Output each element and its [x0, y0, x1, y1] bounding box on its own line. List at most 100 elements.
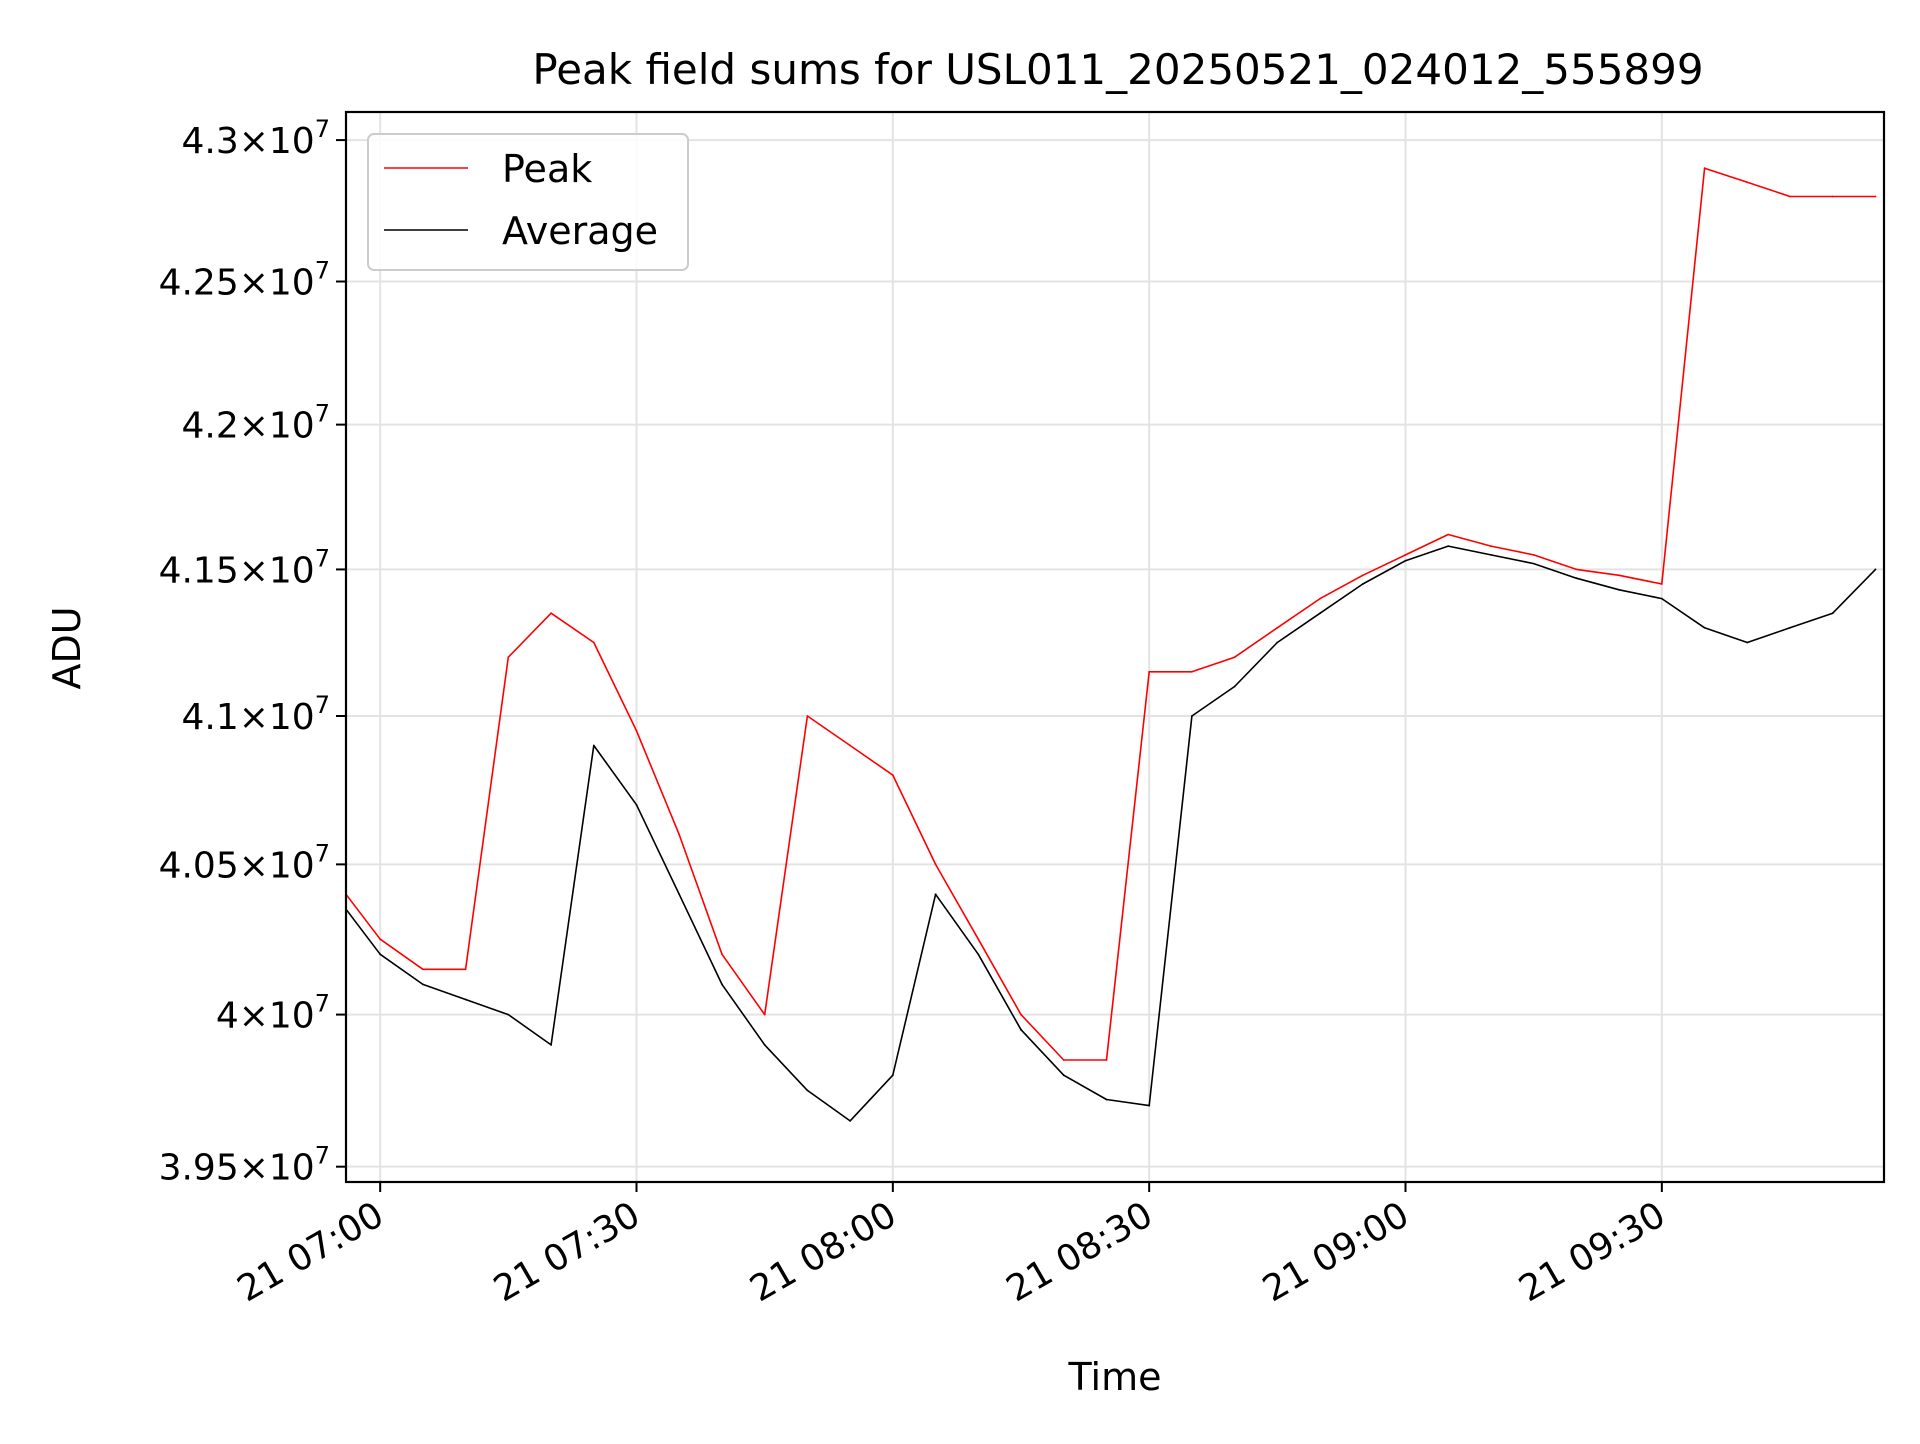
y-tick-mantissa: 4.3	[181, 121, 238, 162]
y-tick-exponent: 7	[315, 1142, 330, 1170]
y-tick-exponent: 7	[315, 691, 330, 719]
y-tick-exponent: 7	[315, 115, 330, 143]
data-point-peak	[1191, 670, 1193, 673]
data-point-average	[1148, 1104, 1151, 1107]
data-point-peak	[1490, 545, 1492, 547]
data-point-peak	[1831, 195, 1834, 198]
data-point-average	[1575, 577, 1578, 580]
data-point-average	[1062, 1074, 1065, 1077]
data-point-peak	[1319, 597, 1321, 600]
y-tick-mantissa: 4	[216, 996, 239, 1037]
data-point-average	[464, 998, 467, 1001]
data-point-peak	[592, 641, 595, 644]
data-point-peak	[1703, 167, 1706, 170]
data-point-peak	[1233, 656, 1236, 659]
y-tick-mantissa: 4.1	[181, 697, 238, 738]
data-point-average	[1447, 545, 1450, 547]
data-point-peak	[1105, 1059, 1108, 1061]
data-point-average	[977, 953, 980, 956]
data-point-peak	[977, 938, 980, 941]
y-tick-mantissa: 4.05	[159, 845, 239, 886]
y-tick-label: 3.95×107	[159, 1142, 330, 1189]
data-point-average	[849, 1120, 851, 1122]
data-point-average	[1789, 626, 1791, 629]
data-point-average	[1319, 612, 1321, 615]
data-point-peak	[1148, 670, 1151, 673]
data-point-average	[422, 983, 424, 986]
data-point-average	[891, 1074, 894, 1077]
data-point-peak	[1660, 583, 1663, 585]
data-point-average	[1532, 562, 1535, 565]
y-tick-label: 4.25×107	[159, 257, 330, 304]
data-point-average	[1831, 612, 1834, 615]
data-point-average	[1618, 588, 1620, 591]
data-point-average	[1191, 715, 1193, 717]
x-axis-label: Time	[1068, 1355, 1162, 1399]
data-point-average	[1404, 559, 1407, 562]
data-point-average	[934, 893, 937, 896]
y-tick-exponent: 7	[315, 990, 330, 1018]
data-point-peak	[379, 938, 382, 941]
data-point-average	[1874, 568, 1877, 571]
data-point-peak	[806, 715, 809, 717]
y-tick-exponent: 7	[315, 400, 330, 428]
data-point-peak	[1062, 1059, 1065, 1061]
plot-frame	[344, 110, 1886, 1184]
y-tick-mantissa: 4.25	[159, 263, 239, 304]
y-tick-label: 4×107	[216, 990, 330, 1037]
y-axis-label: ADU	[45, 606, 89, 689]
data-point-peak	[678, 833, 681, 836]
data-point-average	[1276, 641, 1279, 644]
data-point-peak	[1575, 568, 1578, 571]
data-point-peak	[1404, 554, 1407, 556]
data-point-peak	[1020, 1013, 1022, 1016]
data-point-average	[592, 744, 595, 747]
y-tick-label: 4.1×107	[181, 691, 330, 738]
data-point-peak	[891, 774, 894, 776]
data-point-average	[1233, 685, 1236, 688]
data-point-peak	[1618, 574, 1620, 577]
data-point-peak	[721, 953, 723, 956]
data-point-average	[721, 983, 723, 986]
data-point-peak	[507, 656, 510, 659]
data-point-peak	[1789, 195, 1791, 198]
data-point-average	[763, 1044, 766, 1046]
data-point-peak	[422, 968, 424, 971]
data-point-peak	[1746, 181, 1749, 184]
y-tick-mantissa: 3.95	[159, 1148, 239, 1189]
series-layer	[345, 167, 1877, 1122]
y-tick-label: 4.15×107	[159, 544, 330, 591]
data-point-peak	[1532, 554, 1535, 556]
data-point-average	[678, 893, 681, 896]
data-point-average	[1361, 583, 1364, 585]
data-point-peak	[1276, 626, 1279, 629]
data-point-peak	[763, 1013, 766, 1016]
y-tick-label: 4.05×107	[159, 839, 330, 886]
data-point-average	[379, 953, 382, 956]
data-point-peak	[635, 729, 638, 732]
legend: Peak Average	[367, 133, 689, 271]
y-tick-label: 4.2×107	[181, 400, 330, 447]
data-point-peak	[464, 968, 467, 971]
y-tick-mantissa: 4.15	[159, 550, 239, 591]
y-tick-exponent: 7	[315, 544, 330, 572]
y-tick-mantissa: 4.2	[181, 406, 238, 447]
data-point-average	[1703, 626, 1706, 629]
chart-title: Peak field sums for USL011_20250521_0240…	[532, 45, 1703, 94]
data-point-average	[1660, 597, 1663, 600]
data-point-peak	[1874, 195, 1877, 198]
data-point-peak	[550, 612, 552, 615]
data-point-average	[1020, 1028, 1022, 1031]
data-point-average	[1746, 641, 1749, 644]
data-point-peak	[1361, 574, 1364, 577]
data-point-average	[1490, 554, 1492, 556]
data-point-average	[507, 1013, 510, 1016]
data-point-average	[550, 1044, 552, 1046]
data-point-average	[806, 1089, 809, 1092]
y-tick-exponent: 7	[315, 257, 330, 285]
legend-label-average: Average	[502, 209, 658, 253]
data-point-average	[635, 803, 638, 806]
